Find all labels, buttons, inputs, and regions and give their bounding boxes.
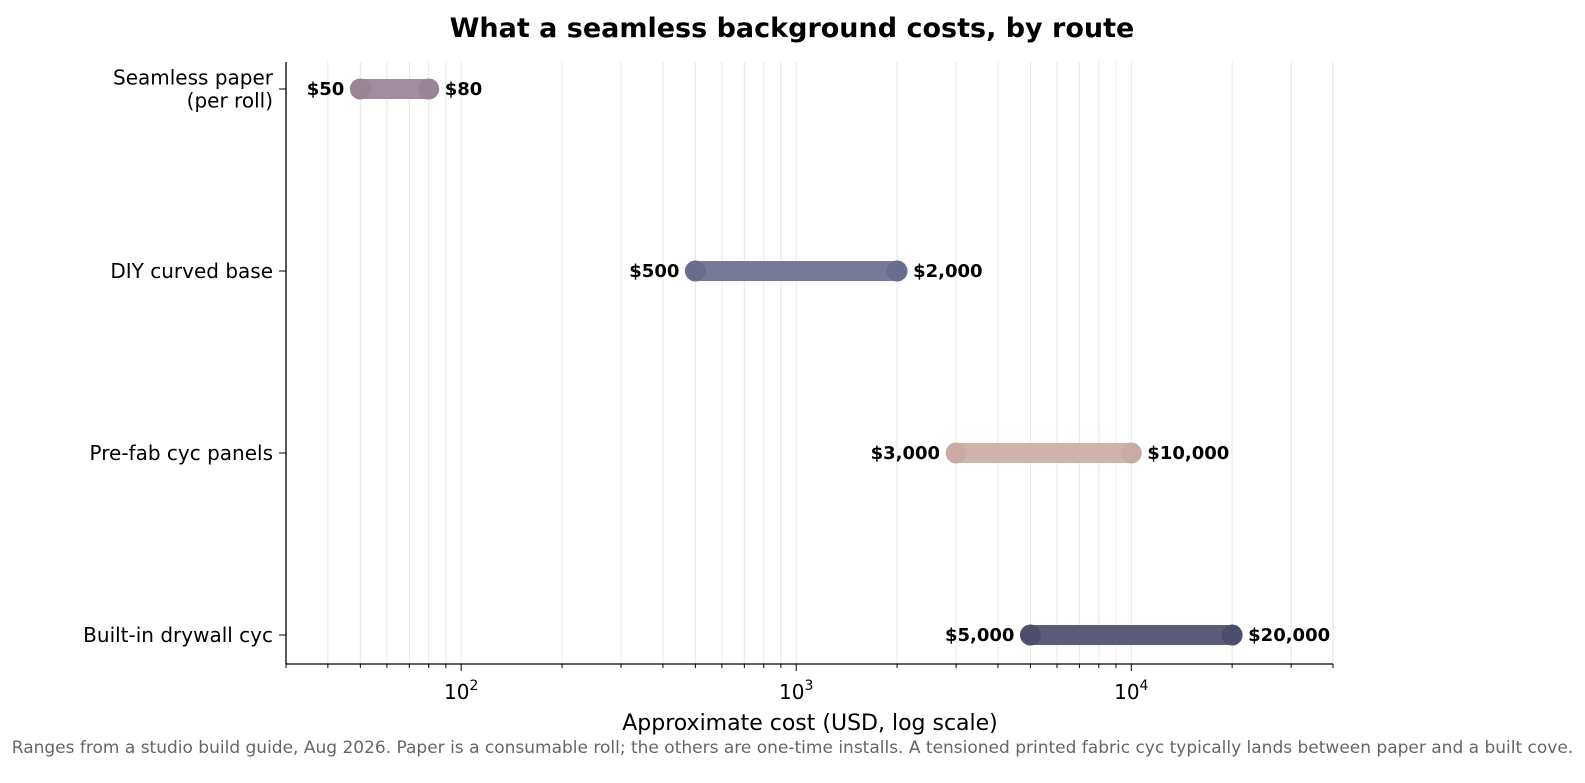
range-low-point xyxy=(349,78,371,100)
y-tick-label: Built-in drywall cyc xyxy=(83,623,273,647)
low-value-label: $3,000 xyxy=(871,443,940,464)
range-bars: $50 $80 $500 $2,000 $3,000 $10,000 $5,000 $20,0… xyxy=(307,78,1330,646)
high-value-label: $10,000 xyxy=(1147,443,1229,464)
axes xyxy=(285,62,1333,665)
y-tick-labels: Seamless paper(per roll) DIY curved base P… xyxy=(83,66,286,647)
y-tick-label: (per roll) xyxy=(187,89,273,113)
low-value-label: $500 xyxy=(629,261,679,282)
range-low-point xyxy=(1019,624,1041,646)
x-tick-label: 104 xyxy=(1114,678,1148,704)
low-value-label: $50 xyxy=(307,79,345,100)
range-high-point xyxy=(1120,442,1142,464)
x-tick-labels: 102 103 104 xyxy=(285,664,1334,704)
footnote: Ranges from a studio build guide, Aug 20… xyxy=(11,738,1574,758)
range-high-point xyxy=(418,78,440,100)
high-value-label: $20,000 xyxy=(1248,625,1330,646)
range-low-point xyxy=(684,260,706,282)
high-value-label: $80 xyxy=(445,79,483,100)
y-tick-label: Seamless paper xyxy=(113,66,274,90)
gridlines xyxy=(285,62,1334,664)
range-high-point xyxy=(1221,624,1243,646)
high-value-label: $2,000 xyxy=(913,261,982,282)
range-high-point xyxy=(886,260,908,282)
x-tick-label: 102 xyxy=(444,678,478,704)
range-low-point xyxy=(945,442,967,464)
x-axis-label: Approximate cost (USD, log scale) xyxy=(622,711,998,736)
chart-title: What a seamless background costs, by rou… xyxy=(450,13,1135,44)
y-tick-label: Pre-fab cyc panels xyxy=(90,441,273,465)
x-tick-label: 103 xyxy=(779,678,813,704)
low-value-label: $5,000 xyxy=(945,625,1014,646)
y-tick-label: DIY curved base xyxy=(110,259,273,283)
